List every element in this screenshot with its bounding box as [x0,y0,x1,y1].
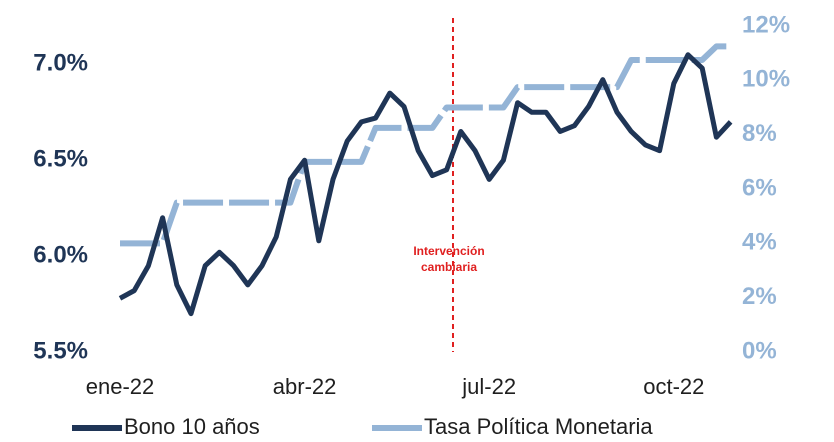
x-tick-label: abr-22 [273,374,337,399]
y-tick-label: 6.0% [33,241,88,268]
x-tick-label: ene-22 [86,374,155,399]
y2-tick-label: 6% [742,174,777,201]
y2-tick-label: 2% [742,283,777,310]
y2-tick-label: 12% [742,11,790,38]
legend-label: Bono 10 años [124,414,260,439]
y-tick-label: 5.5% [33,337,88,364]
annotation: Intervención [413,244,484,258]
y2-tick-label: 8% [742,120,777,147]
y-tick-label: 6.5% [33,146,88,173]
series-line [120,43,731,247]
y2-tick-label: 10% [742,66,790,93]
series-line [118,52,733,317]
annotation: cambiaria [421,260,477,274]
y-tick-label: 7.0% [33,50,88,77]
legend-label: Tasa Política Monetaria [424,414,653,439]
x-tick-label: oct-22 [643,374,704,399]
y2-tick-label: 0% [742,337,777,364]
y2-tick-label: 4% [742,229,777,256]
x-tick-label: jul-22 [461,374,516,399]
